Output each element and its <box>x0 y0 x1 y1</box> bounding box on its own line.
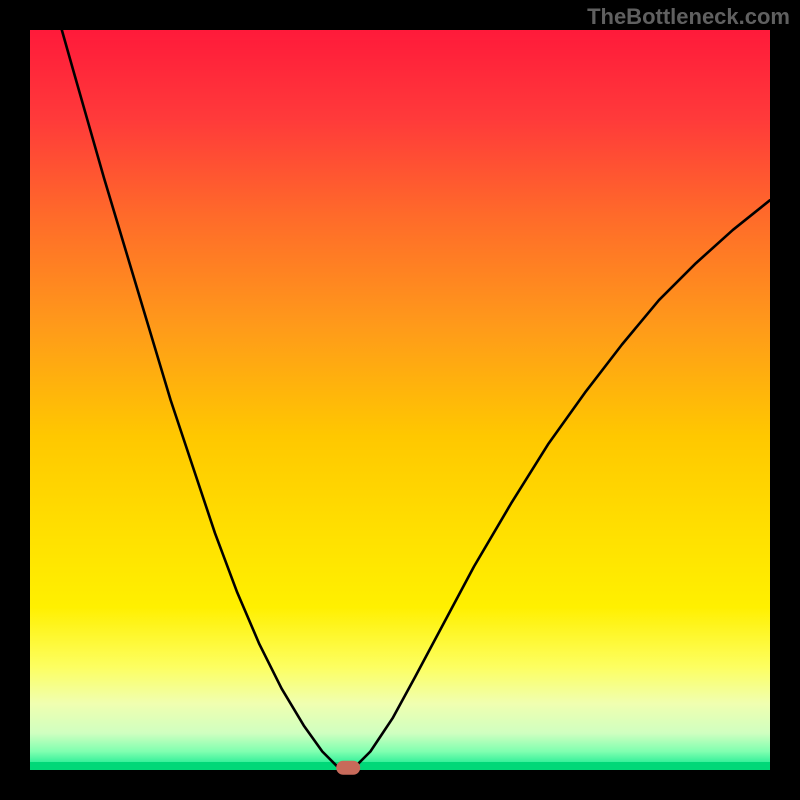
watermark-text: TheBottleneck.com <box>587 4 790 30</box>
optimal-marker <box>336 761 360 775</box>
bottom-green-band <box>30 762 770 770</box>
bottleneck-chart <box>0 0 800 800</box>
plot-background <box>30 30 770 770</box>
